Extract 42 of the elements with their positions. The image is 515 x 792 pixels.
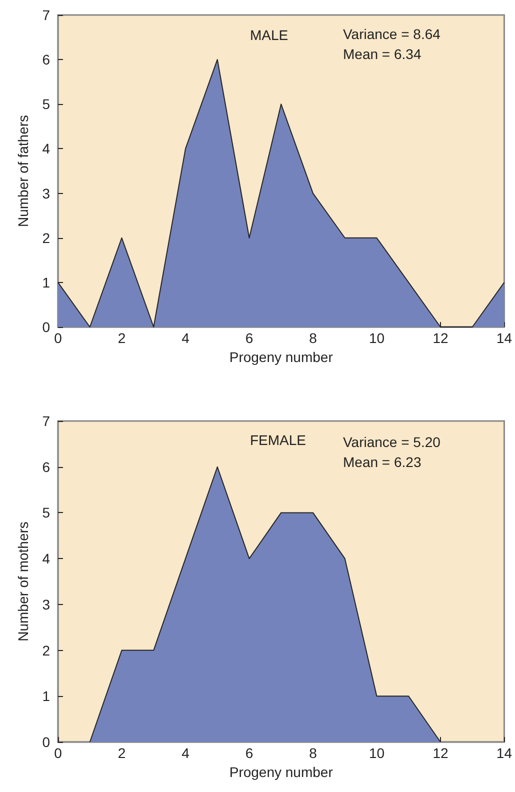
x-tick-label: 2 <box>118 330 126 346</box>
x-tick-label: 12 <box>432 745 448 761</box>
x-tick-label: 6 <box>245 745 254 761</box>
y-tick-label: 2 <box>42 230 50 246</box>
x-tick-label: 10 <box>368 330 385 346</box>
annotation: Mean = 6.34 <box>343 46 422 62</box>
y-tick-label: 6 <box>42 458 50 475</box>
y-tick-label: 3 <box>42 596 50 612</box>
y-tick-label: 1 <box>42 274 50 290</box>
y-axis-title: Number of mothers <box>15 522 31 642</box>
text: FEMALE <box>250 432 306 448</box>
annotation: Variance = 8.64 <box>343 26 441 42</box>
x-axis-title: Progeny number <box>229 348 334 365</box>
x-tick-label: 8 <box>309 745 318 761</box>
x-tick-label: 2 <box>118 745 126 761</box>
x-tick-label: 14 <box>496 745 512 761</box>
y-axis-title: Number of fathers <box>15 114 31 228</box>
x-axis-title: Progeny number <box>229 764 334 780</box>
x-tick-label: 14 <box>496 330 512 346</box>
annotation: Mean = 6.23 <box>343 454 422 470</box>
y-tick-label: 7 <box>42 7 50 23</box>
y-tick-label: 4 <box>42 550 50 567</box>
y-tick-label: 7 <box>42 413 50 429</box>
y-tick-label: 1 <box>42 688 50 704</box>
x-tick-label: 6 <box>245 330 254 346</box>
x-tick-label: 8 <box>309 330 318 346</box>
y-tick-label: 0 <box>42 319 50 335</box>
x-tick-label: 0 <box>54 330 62 346</box>
x-tick-label: 10 <box>368 745 385 761</box>
x-tick-label: 0 <box>54 745 62 761</box>
text: MALE <box>250 27 288 43</box>
y-tick-label: 0 <box>42 734 50 750</box>
y-tick-label: 4 <box>42 140 50 157</box>
y-tick-label: 3 <box>42 185 50 202</box>
y-tick-label: 2 <box>42 642 50 658</box>
annotation: Variance = 5.20 <box>343 434 441 450</box>
x-tick-label: 12 <box>432 330 448 346</box>
y-tick-label: 6 <box>42 52 50 68</box>
x-tick-label: 4 <box>182 745 190 761</box>
y-tick-label: 5 <box>42 504 50 521</box>
y-tick-label: 5 <box>42 96 50 112</box>
x-tick-label: 4 <box>182 330 190 346</box>
